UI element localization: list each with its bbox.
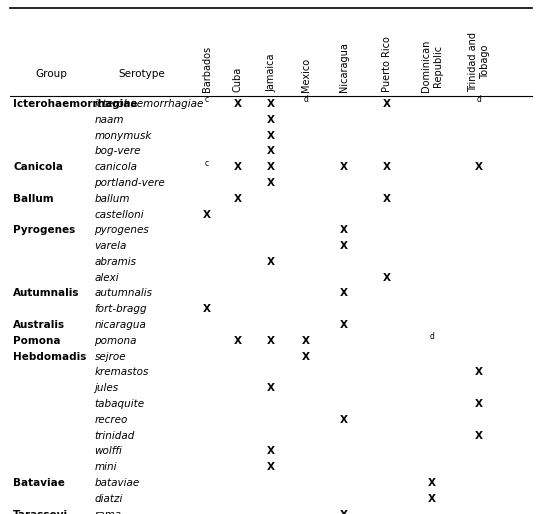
Text: fort-bragg: fort-bragg: [95, 304, 147, 314]
Text: X: X: [234, 194, 242, 204]
Text: Group: Group: [35, 69, 67, 79]
Text: Autumnalis: Autumnalis: [13, 288, 79, 299]
Text: X: X: [340, 415, 348, 425]
Text: nicaragua: nicaragua: [95, 320, 147, 330]
Text: X: X: [267, 336, 275, 346]
Text: X: X: [383, 194, 391, 204]
Text: icterohaemorrhagiae: icterohaemorrhagiae: [95, 99, 204, 109]
Text: X: X: [267, 447, 275, 456]
Text: Cuba: Cuba: [233, 67, 243, 92]
Text: bog-vere: bog-vere: [95, 146, 141, 156]
Text: X: X: [340, 225, 348, 235]
Text: X: X: [383, 273, 391, 283]
Text: X: X: [383, 162, 391, 172]
Text: Ballum: Ballum: [13, 194, 54, 204]
Text: Tarassovi: Tarassovi: [13, 510, 68, 514]
Text: abramis: abramis: [95, 257, 136, 267]
Text: X: X: [475, 399, 483, 409]
Text: X: X: [340, 288, 348, 299]
Text: X: X: [234, 162, 242, 172]
Text: X: X: [428, 494, 436, 504]
Text: X: X: [267, 99, 275, 109]
Text: Puerto Rico: Puerto Rico: [382, 36, 392, 92]
Text: rama: rama: [95, 510, 121, 514]
Text: X: X: [267, 131, 275, 140]
Text: tabaquite: tabaquite: [95, 399, 144, 409]
Text: bataviae: bataviae: [95, 478, 140, 488]
Text: X: X: [475, 162, 483, 172]
Text: Barbados: Barbados: [202, 46, 212, 92]
Text: Mexico: Mexico: [301, 58, 311, 92]
Text: pomona: pomona: [95, 336, 137, 346]
Text: X: X: [302, 336, 310, 346]
Text: Hebdomadis: Hebdomadis: [13, 352, 86, 362]
Text: Bataviae: Bataviae: [13, 478, 65, 488]
Text: X: X: [267, 257, 275, 267]
Text: kremastos: kremastos: [95, 368, 149, 377]
Text: X: X: [340, 510, 348, 514]
Text: mini: mini: [95, 462, 117, 472]
Text: monymusk: monymusk: [95, 131, 152, 140]
Text: X: X: [475, 368, 483, 377]
Text: c: c: [205, 96, 209, 104]
Text: X: X: [267, 178, 275, 188]
Text: castelloni: castelloni: [95, 210, 144, 219]
Text: Jamaica: Jamaica: [266, 53, 276, 92]
Text: X: X: [267, 162, 275, 172]
Text: Pyrogenes: Pyrogenes: [13, 225, 75, 235]
Text: Pomona: Pomona: [13, 336, 61, 346]
Text: diatzi: diatzi: [95, 494, 123, 504]
Text: c: c: [205, 159, 209, 168]
Text: autumnalis: autumnalis: [95, 288, 153, 299]
Text: X: X: [340, 320, 348, 330]
Text: X: X: [428, 478, 436, 488]
Text: X: X: [234, 99, 242, 109]
Text: alexi: alexi: [95, 273, 119, 283]
Text: d: d: [304, 96, 309, 104]
Text: X: X: [340, 162, 348, 172]
Text: X: X: [475, 431, 483, 440]
Text: X: X: [203, 304, 211, 314]
Text: d: d: [430, 333, 434, 341]
Text: naam: naam: [95, 115, 124, 125]
Text: sejroe: sejroe: [95, 352, 126, 362]
Text: portland-vere: portland-vere: [95, 178, 165, 188]
Text: X: X: [267, 146, 275, 156]
Text: Dominican
Republic: Dominican Republic: [421, 40, 442, 92]
Text: Trinidad and
Tobago: Trinidad and Tobago: [468, 32, 490, 92]
Text: Nicaragua: Nicaragua: [339, 42, 349, 92]
Text: X: X: [267, 115, 275, 125]
Text: trinidad: trinidad: [95, 431, 135, 440]
Text: d: d: [476, 96, 481, 104]
Text: canicola: canicola: [95, 162, 137, 172]
Text: X: X: [383, 99, 391, 109]
Text: X: X: [234, 336, 242, 346]
Text: wolffi: wolffi: [95, 447, 122, 456]
Text: Australis: Australis: [13, 320, 65, 330]
Text: X: X: [203, 210, 211, 219]
Text: ballum: ballum: [95, 194, 130, 204]
Text: varela: varela: [95, 241, 127, 251]
Text: X: X: [340, 241, 348, 251]
Text: pyrogenes: pyrogenes: [95, 225, 149, 235]
Text: X: X: [267, 383, 275, 393]
Text: X: X: [302, 352, 310, 362]
Text: Icterohaemorrhagiae: Icterohaemorrhagiae: [13, 99, 137, 109]
Text: Serotype: Serotype: [118, 69, 165, 79]
Text: jules: jules: [95, 383, 119, 393]
Text: Canicola: Canicola: [13, 162, 63, 172]
Text: X: X: [267, 462, 275, 472]
Text: recreo: recreo: [95, 415, 128, 425]
